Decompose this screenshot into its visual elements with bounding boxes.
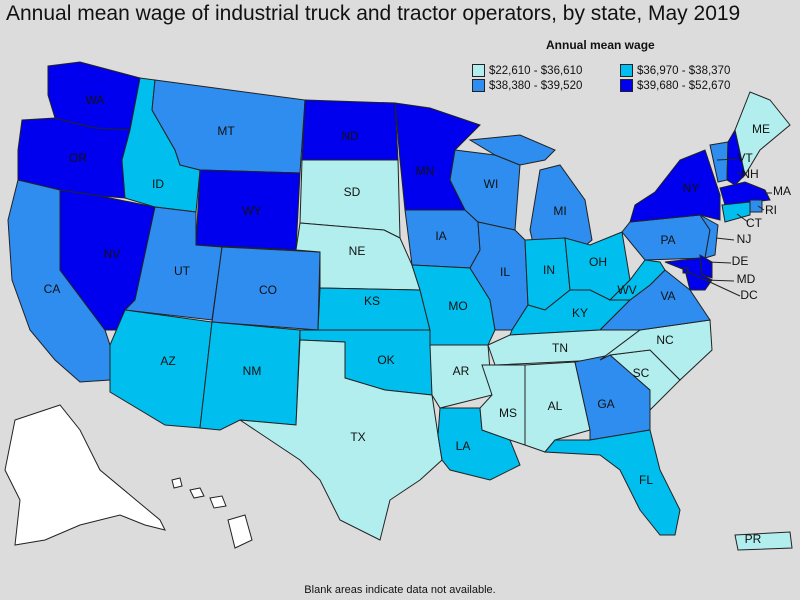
state-label-vt: VT	[737, 151, 753, 165]
state-label-mi: MI	[553, 204, 566, 218]
state-label-ri: RI	[765, 203, 777, 217]
state-ar	[429, 344, 493, 409]
legend-label-1: $22,610 - $36,610	[489, 64, 583, 77]
state-label-ct: CT	[746, 216, 763, 230]
state-label-nj: NJ	[737, 232, 752, 246]
state-label-ca: CA	[44, 282, 61, 296]
state-label-oh: OH	[589, 255, 607, 269]
state-label-nm: NM	[243, 364, 262, 378]
state-label-in: IN	[543, 263, 555, 277]
state-label-co: CO	[259, 283, 277, 297]
leader-line-de	[707, 261, 732, 264]
state-label-sc: SC	[633, 366, 650, 380]
leader-line-vt	[716, 158, 738, 161]
state-label-nv: NV	[104, 247, 121, 261]
state-label-or: OR	[69, 151, 87, 165]
legend-label-3: $38,380 - $39,520	[489, 79, 583, 92]
state-label-wa: WA	[86, 93, 105, 107]
state-label-ny: NY	[683, 181, 700, 195]
state-label-ia: IA	[435, 229, 446, 243]
state-label-dc: DC	[740, 288, 758, 302]
leader-line-ct	[736, 213, 749, 223]
state-label-md: MD	[737, 272, 756, 286]
state-label-fl: FL	[639, 473, 653, 487]
state-tx	[239, 339, 443, 541]
leader-line-md	[704, 279, 735, 282]
state-hi	[171, 477, 253, 549]
state-label-wv: WV	[617, 283, 636, 297]
state-label-tn: TN	[552, 341, 568, 355]
state-ak	[4, 404, 166, 546]
state-label-mn: MN	[416, 164, 435, 178]
state-il	[469, 221, 529, 331]
state-pr	[734, 531, 793, 551]
state-dc	[682, 267, 689, 274]
state-me	[734, 91, 791, 177]
state-label-ut: UT	[174, 264, 191, 278]
state-fl	[543, 429, 681, 536]
legend-swatch-4	[620, 79, 633, 92]
state-label-ky: KY	[572, 306, 588, 320]
state-label-ms: MS	[499, 406, 517, 420]
state-label-pr: PR	[745, 532, 762, 546]
leader-line-nh	[736, 171, 743, 176]
state-label-sd: SD	[344, 185, 361, 199]
state-label-ok: OK	[377, 353, 394, 367]
footnote: Blank areas indicate data not available.	[304, 584, 496, 596]
legend-item-2: $36,970 - $38,370	[620, 64, 730, 77]
state-label-wy: WY	[242, 204, 261, 218]
state-label-mt: MT	[217, 124, 235, 138]
state-label-ga: GA	[597, 397, 614, 411]
state-label-ks: KS	[364, 294, 380, 308]
legend-swatch-2	[620, 64, 633, 77]
state-label-al: AL	[548, 399, 563, 413]
state-label-nh: NH	[741, 167, 758, 181]
state-label-il: IL	[500, 265, 510, 279]
state-label-va: VA	[660, 289, 675, 303]
state-ct	[721, 201, 751, 223]
state-ny	[629, 149, 721, 223]
legend-item-4: $39,680 - $52,670	[620, 79, 730, 92]
state-wv	[608, 259, 666, 301]
state-label-nc: NC	[656, 333, 674, 347]
state-nj	[699, 214, 719, 259]
state-label-mo: MO	[448, 299, 467, 313]
state-nh	[726, 128, 746, 186]
state-label-ma: MA	[773, 184, 791, 198]
state-label-la: LA	[456, 439, 471, 453]
state-az	[109, 309, 213, 429]
state-label-wi: WI	[484, 177, 499, 191]
state-label-tx: TX	[350, 430, 365, 444]
legend-title: Annual mean wage	[546, 38, 655, 52]
state-label-id: ID	[152, 177, 164, 191]
leader-line-ri	[757, 205, 765, 211]
legend-swatch-3	[472, 79, 485, 92]
state-label-de: DE	[732, 254, 749, 268]
state-label-ne: NE	[349, 244, 366, 258]
legend-label-4: $39,680 - $52,670	[637, 79, 731, 92]
legend-label-2: $36,970 - $38,370	[637, 64, 731, 77]
leader-line-nj	[715, 237, 735, 241]
legend-item-3: $38,380 - $39,520	[472, 79, 582, 92]
state-label-nd: ND	[341, 129, 359, 143]
legend-item-1: $22,610 - $36,610	[472, 64, 582, 77]
leader-line-dc	[685, 270, 741, 297]
state-label-me: ME	[752, 122, 770, 136]
map-title: Annual mean wage of industrial truck and…	[6, 2, 741, 25]
state-label-pa: PA	[660, 233, 675, 247]
state-ri	[749, 199, 763, 213]
legend-swatch-1	[472, 64, 485, 77]
state-ma	[719, 181, 771, 206]
state-label-ar: AR	[453, 364, 470, 378]
state-label-az: AZ	[160, 354, 175, 368]
